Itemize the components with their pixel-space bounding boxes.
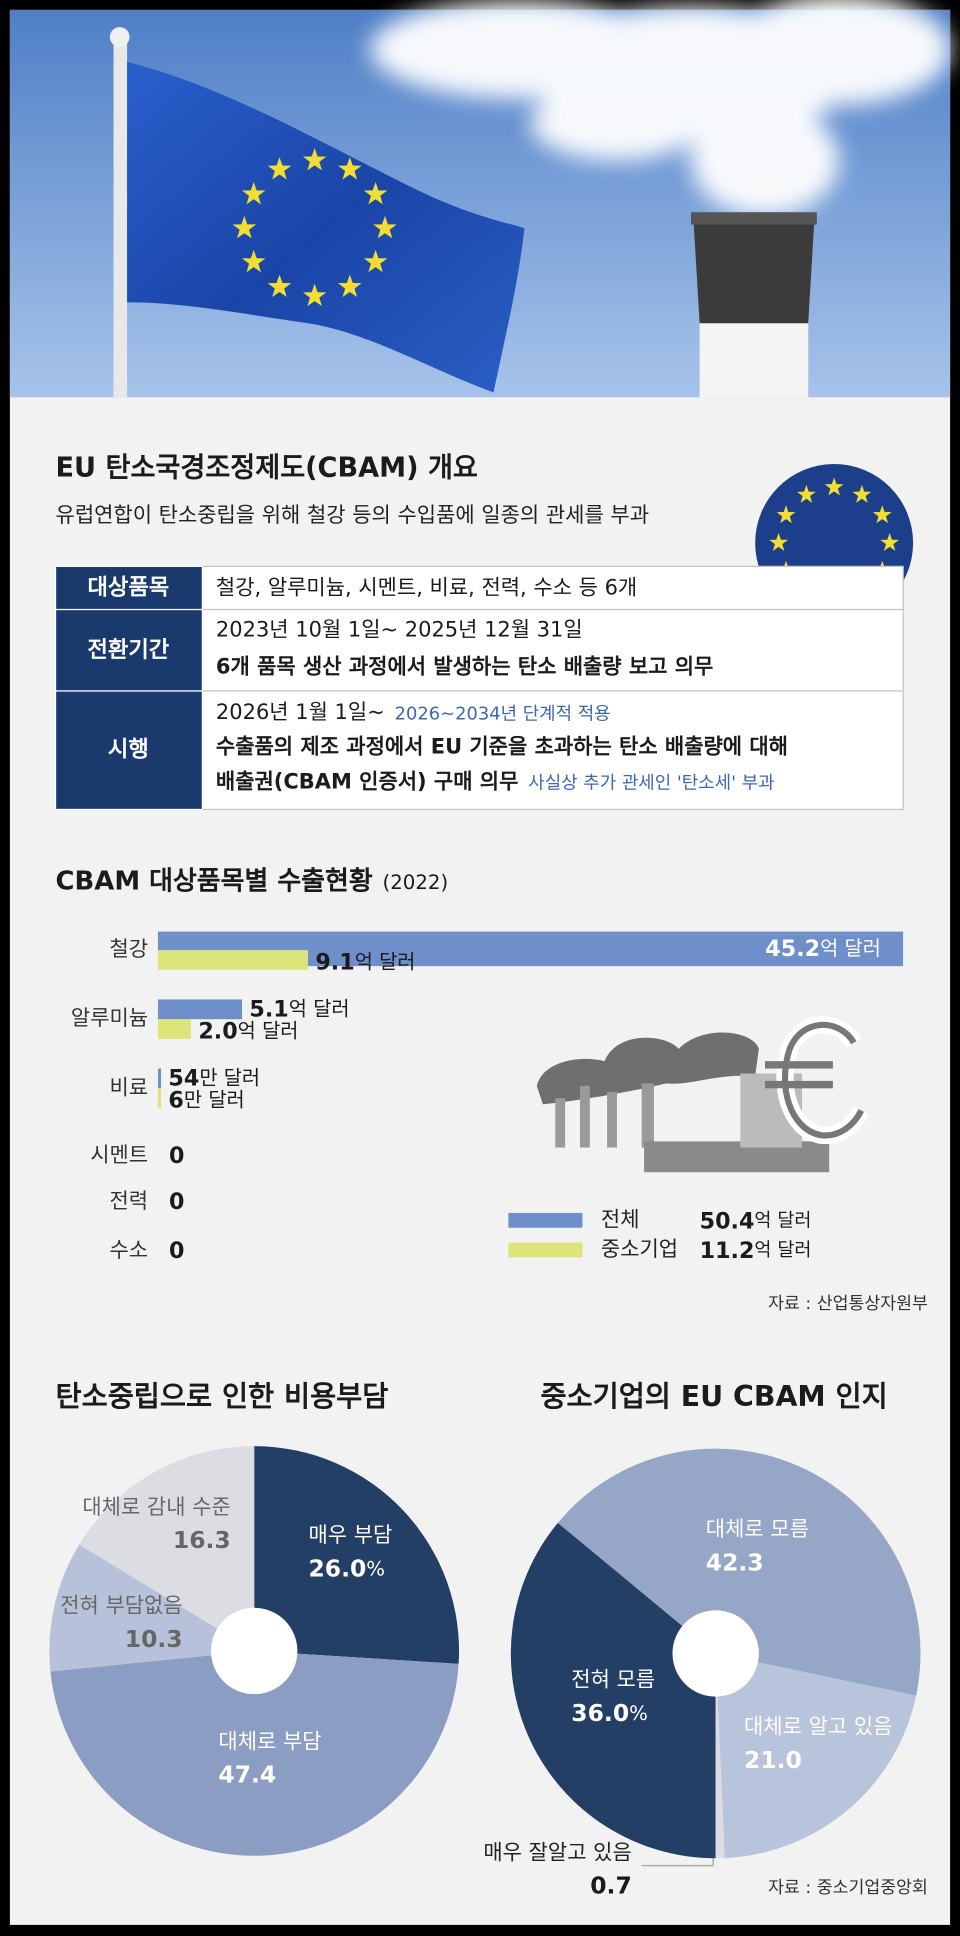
slice-label: 대체로 부담: [218, 1729, 321, 1753]
star: [338, 157, 362, 180]
photo: [9, 0, 951, 398]
value-label: 0: [169, 1143, 184, 1169]
donut-hole: [211, 1607, 298, 1695]
table-cell: [201, 608, 904, 692]
row-label: 대상품목: [87, 574, 169, 600]
table-cell: [201, 690, 904, 811]
star: [302, 283, 327, 307]
bar: [157, 1088, 162, 1109]
slice-value: 0.7: [590, 1871, 632, 1899]
slice-value: 47.4: [218, 1760, 276, 1788]
star: [852, 484, 872, 503]
table-header-cell: [54, 565, 203, 611]
row-text: 2023년 10월 1일~ 2025년 12월 31일: [216, 618, 583, 642]
bar: [157, 950, 308, 970]
value-label: 2.0억 달러: [198, 1018, 298, 1044]
bar: [157, 1068, 162, 1089]
table-header-cell: [54, 690, 203, 811]
slice-value: 10.3: [125, 1624, 183, 1652]
category-label: 전력: [109, 1189, 148, 1213]
star: [241, 182, 266, 205]
slice-label: 대체로 감내 수준: [82, 1495, 230, 1519]
pie-slice: [254, 1446, 460, 1664]
slice-value: 36.0%: [571, 1698, 648, 1726]
star: [338, 274, 362, 298]
value-label: 0: [169, 1238, 184, 1264]
pie-slice: [50, 1650, 459, 1856]
value-label: 6만 달러: [168, 1087, 244, 1113]
legend-total: 50.4억 달러: [700, 1208, 812, 1234]
category-label: 시멘트: [90, 1143, 148, 1167]
slice-value: 21.0: [744, 1745, 802, 1773]
factory-icon: [536, 1016, 870, 1173]
pie-slice: [49, 1544, 255, 1672]
table-cell: [201, 565, 904, 611]
star: [824, 477, 844, 496]
star: [302, 148, 327, 171]
row-text: 2026년 1월 1일~: [216, 700, 385, 724]
row-text: 철강, 알루미늄, 시멘트, 비료, 전력, 수소 등 6개: [216, 576, 637, 600]
pie-slice: [715, 1653, 725, 1859]
star: [796, 484, 816, 503]
row-label: 시행: [108, 737, 149, 763]
legend-total: 11.2억 달러: [700, 1238, 812, 1264]
pie-slice: [510, 1522, 716, 1859]
star: [769, 533, 788, 551]
value-label: 45.2억 달러: [765, 935, 881, 961]
slice-label: 대체로 알고 있음: [744, 1714, 892, 1738]
bar: [157, 1019, 191, 1039]
legend-label: 전체: [601, 1207, 640, 1231]
chart-title: 탄소중립으로 인한 비용부담: [56, 1380, 389, 1413]
slice-label: 대체로 모름: [706, 1517, 809, 1541]
value-label: 0: [169, 1188, 184, 1214]
star: [880, 533, 900, 551]
category-label: 알루미늄: [71, 1006, 148, 1030]
value-label: 5.1억 달러: [249, 996, 349, 1022]
table-header-cell: [54, 608, 203, 692]
pie-slice: [715, 1653, 917, 1859]
pie-slice: [79, 1446, 255, 1651]
bar: [157, 999, 243, 1020]
slice-label: 전혀 부담없음: [60, 1594, 182, 1618]
legend-swatch: [508, 1212, 583, 1228]
legend-label: 중소기업: [601, 1237, 678, 1261]
star: [363, 249, 388, 273]
legend-swatch: [508, 1242, 583, 1258]
star: [776, 505, 796, 524]
row-text: 6개 품목 생산 과정에서 발생하는 탄소 배출량 보고 의무: [216, 655, 713, 679]
chart-title: CBAM 대상품목별 수출현황: [56, 867, 373, 897]
slice-label: 매우 잘알고 있음: [483, 1840, 631, 1864]
row-note: 사실상 추가 관세인 '탄소세' 부과: [528, 773, 774, 794]
slice-value: 26.0%: [308, 1554, 385, 1582]
chart-period: (2022): [383, 871, 449, 894]
star: [267, 157, 292, 180]
source: 자료 : 중소기업중앙회: [768, 1878, 928, 1898]
category-label: 철강: [109, 937, 148, 961]
donut-hole: [672, 1610, 759, 1697]
chart-title: 중소기업의 EU CBAM 인지: [540, 1380, 887, 1413]
star: [232, 215, 257, 239]
row-text: 배출권(CBAM 인증서) 구매 의무: [216, 769, 518, 793]
category-label: 수소: [109, 1238, 148, 1262]
slice-label: 매우 부담: [308, 1523, 392, 1547]
value-label: 54만 달러: [168, 1065, 260, 1091]
header-subtitle: 유럽연합이 탄소중립을 위해 철강 등의 수입품에 일종의 관세를 부과: [56, 503, 649, 527]
slice-value: 16.3: [173, 1526, 231, 1554]
row-label: 전환기간: [87, 637, 169, 663]
row-text: 수출품의 제조 과정에서 EU 기준을 초과하는 탄소 배출량에 대해: [216, 735, 788, 759]
slice-value: 42.3: [706, 1548, 764, 1576]
star: [373, 215, 397, 239]
source: 자료 : 산업통상자원부: [768, 1294, 928, 1314]
header-title: EU 탄소국경조정제도(CBAM) 개요: [56, 452, 478, 483]
star: [363, 182, 388, 205]
star: [241, 249, 266, 273]
slice-label: 전혀 모름: [571, 1668, 655, 1692]
row-note: 2026~2034년 단계적 적용: [395, 703, 611, 724]
star: [267, 274, 292, 298]
star: [872, 505, 892, 524]
category-label: 비료: [109, 1075, 148, 1099]
value-label: 9.1억 달러: [315, 949, 415, 975]
pie-slice: [557, 1448, 921, 1696]
